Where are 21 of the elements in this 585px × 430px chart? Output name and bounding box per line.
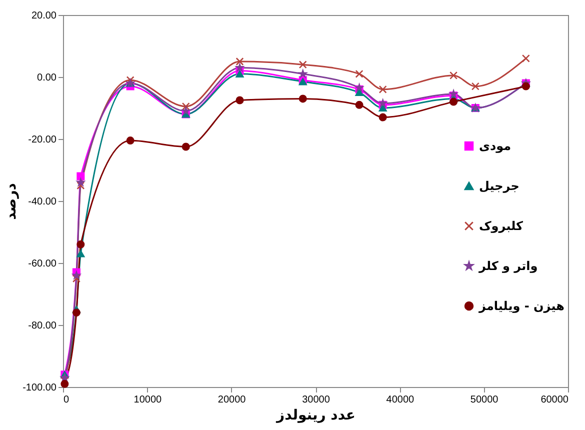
y-tick-label: 20.00 bbox=[31, 10, 57, 22]
x-tick-label: 60000 bbox=[540, 394, 569, 406]
legend-label: کلبروک bbox=[479, 219, 524, 233]
y-tick-label: 0.00 bbox=[37, 72, 57, 84]
x-tick-label: 50000 bbox=[470, 394, 499, 406]
y-tick-label: -40.00 bbox=[28, 196, 57, 208]
x-tick-label: 10000 bbox=[134, 394, 162, 406]
legend-label: هیزن - ویلیامز bbox=[478, 299, 564, 313]
x-tick-label: 0 bbox=[64, 394, 70, 406]
y-tick-label: -60.00 bbox=[28, 258, 57, 270]
legend-label: جرجیل bbox=[479, 179, 520, 193]
y-tick-label: -80.00 bbox=[28, 320, 57, 332]
legend-label: واتر و کلر bbox=[478, 259, 538, 273]
y-tick-label: -100.00 bbox=[22, 382, 57, 394]
x-axis-title: عدد رینولدز bbox=[276, 408, 356, 424]
y-axis-title: درصد bbox=[4, 183, 20, 220]
x-tick-label: 20000 bbox=[218, 394, 246, 406]
x-tick-label: 30000 bbox=[302, 394, 330, 406]
x-tick-label: 40000 bbox=[386, 394, 415, 406]
legend-label: مودی bbox=[479, 139, 512, 153]
y-tick-label: -20.00 bbox=[28, 134, 57, 146]
